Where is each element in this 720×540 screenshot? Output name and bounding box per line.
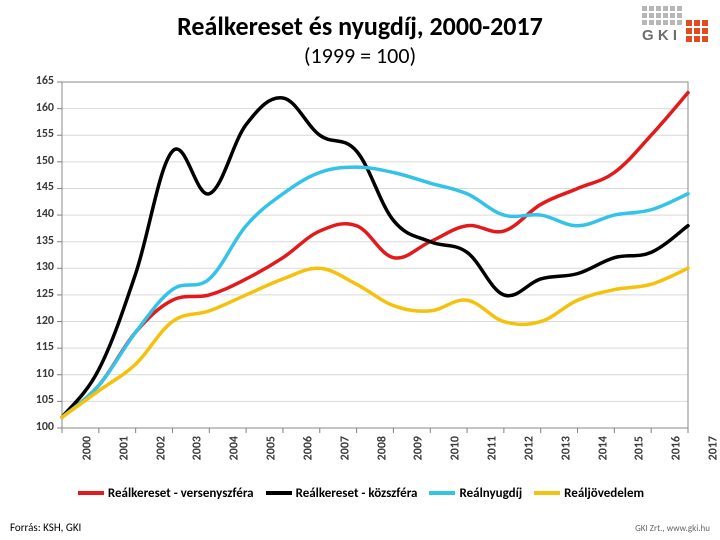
- x-tick-label: 2014: [596, 436, 610, 460]
- x-tick-label: 2001: [117, 436, 131, 460]
- page-title: Reálkereset és nyugdíj, 2000-2017: [0, 10, 720, 42]
- page-subtitle: (1999 = 100): [0, 42, 720, 69]
- y-tick-label: 145: [26, 180, 54, 194]
- x-tick-label: 2007: [338, 436, 352, 460]
- y-tick-label: 105: [26, 393, 54, 407]
- y-tick-label: 140: [26, 207, 54, 221]
- footer-right-text: GKI Zrt., www.gki.hu: [635, 523, 710, 534]
- x-tick-label: 2005: [264, 436, 278, 460]
- legend-label: Reálkereset - közszféra: [296, 486, 418, 501]
- y-tick-label: 155: [26, 127, 54, 141]
- x-tick-label: 2015: [633, 436, 647, 460]
- x-tick-label: 2011: [485, 436, 499, 460]
- legend-swatch: [429, 491, 455, 495]
- x-tick-label: 2010: [449, 436, 463, 460]
- y-tick-label: 135: [26, 234, 54, 248]
- x-tick-label: 2012: [522, 436, 536, 460]
- y-tick-label: 165: [26, 74, 54, 88]
- legend-label: Reálnyugdíj: [459, 486, 522, 501]
- y-tick-label: 110: [26, 367, 54, 381]
- chart-legend: Reálkereset - versenyszféra Reálkereset -…: [26, 482, 696, 504]
- legend-item-kozszfera: Reálkereset - közszféra: [266, 486, 418, 501]
- source-text: Forrás: KSH, GKI: [10, 521, 81, 534]
- y-tick-label: 100: [26, 420, 54, 434]
- series-kozszfera: [62, 98, 688, 418]
- x-tick-label: 2003: [191, 436, 205, 460]
- x-tick-label: 2017: [706, 436, 720, 460]
- legend-label: Reáljövedelem: [564, 486, 644, 501]
- legend-label: Reálkereset - versenyszféra: [108, 486, 254, 501]
- x-tick-label: 2002: [154, 436, 168, 460]
- series-nyugdij: [62, 167, 688, 417]
- legend-swatch: [266, 491, 292, 495]
- x-tick-label: 2004: [228, 436, 242, 460]
- x-tick-label: 2009: [412, 436, 426, 460]
- line-chart: 100 105 110 115 120 125 130 135 140 145 150 155 160 1…: [26, 76, 696, 480]
- x-tick-label: 2006: [301, 436, 315, 460]
- x-tick-label: 2008: [375, 436, 389, 460]
- x-tick-label: 2013: [559, 436, 573, 460]
- series-versenyszfera: [62, 93, 688, 418]
- y-tick-label: 120: [26, 314, 54, 328]
- y-tick-label: 160: [26, 101, 54, 115]
- y-tick-label: 130: [26, 260, 54, 274]
- y-tick-label: 115: [26, 340, 54, 354]
- x-tick-label: 2016: [670, 436, 684, 460]
- y-tick-label: 150: [26, 154, 54, 168]
- legend-item-nyugdij: Reálnyugdíj: [429, 486, 522, 501]
- x-tick-label: 2000: [80, 436, 94, 460]
- series-jovedelem: [62, 268, 688, 417]
- legend-item-jovedelem: Reáljövedelem: [534, 486, 644, 501]
- legend-swatch: [78, 491, 104, 495]
- legend-swatch: [534, 491, 560, 495]
- y-tick-label: 125: [26, 287, 54, 301]
- legend-item-versenyszfera: Reálkereset - versenyszféra: [78, 486, 254, 501]
